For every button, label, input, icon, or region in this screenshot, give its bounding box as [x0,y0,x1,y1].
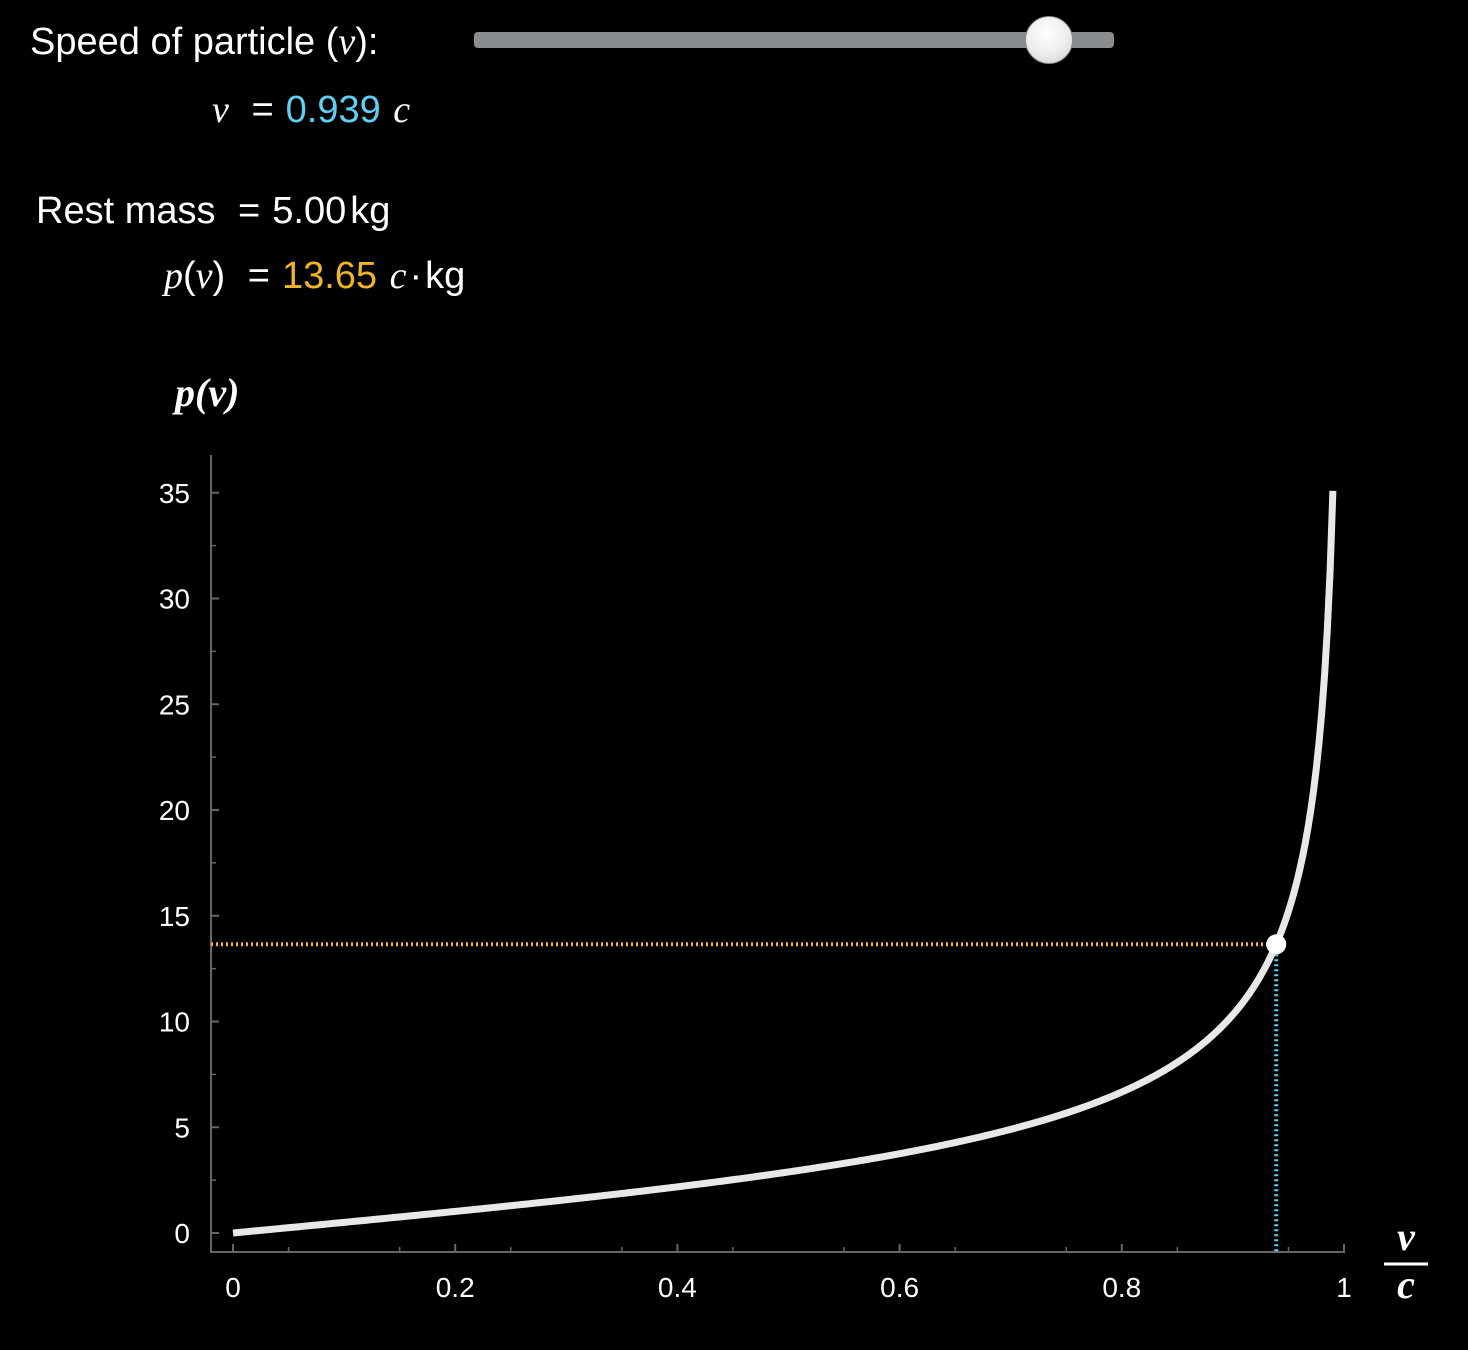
x-tick-label: 0 [225,1272,241,1303]
momentum-var: p [164,255,183,297]
y-axis-label: p(v) [172,370,239,415]
x-tick-label: 1 [1336,1272,1352,1303]
momentum-unit-kg: kg [425,255,466,297]
speed-value: 0.939 [285,89,381,131]
momentum-value: 13.65 [281,255,378,297]
momentum-arg: v [195,255,213,297]
chart-guides [211,942,1279,1252]
speed-label-end: ): [355,21,379,63]
chart-axes [210,455,1345,1253]
speed-slider-thumb[interactable] [1024,16,1073,64]
rest-mass-equals: = [238,190,261,232]
speed-readout: v = 0.939 c [212,88,410,132]
rest-mass-value: 5.00 [272,190,347,232]
chart-curve-group [232,490,1337,1237]
y-tick-label: 20 [159,795,190,826]
current-point-marker [1266,934,1287,955]
rest-mass-readout: Rest mass = 5.00 kg [36,190,390,233]
x-tick-label: 0.2 [436,1272,475,1303]
momentum-paren-open: ( [183,255,196,297]
momentum-unit-dot: · [409,255,423,297]
x-label-denominator: c [1397,1262,1415,1307]
x-tick-label: 0.4 [658,1272,697,1303]
y-tick-label: 10 [159,1007,190,1038]
speed-readout-var: v [212,89,229,131]
speed-unit: c [393,89,411,131]
speed-slider-track[interactable] [474,32,1114,48]
chart-ticks: 0 5 10 15 20 25 30 35 0 0.2 0.4 0.6 0.8 1 [159,478,1352,1303]
x-axis-label: vc [1384,1214,1428,1307]
x-label-numerator: v [1397,1214,1416,1259]
rest-mass-unit: kg [350,190,391,232]
y-tick-label: 0 [174,1218,190,1249]
speed-readout-equals: = [251,89,274,131]
y-tick-label: 35 [159,478,190,509]
speed-label-text: Speed of particle ( [30,21,339,63]
speed-label-var: v [338,21,356,63]
x-tick-label: 0.8 [1102,1272,1141,1303]
momentum-paren-close: ) [212,255,226,297]
speed-label: Speed of particle (v): [30,20,379,64]
y-tick-label: 30 [159,584,190,615]
y-tick-label: 25 [159,689,190,720]
y-tick-label: 15 [159,901,190,932]
momentum-readout: p(v) = 13.65 c·kg [164,254,465,298]
momentum-unit-c: c [389,255,407,297]
x-tick-label: 0.6 [880,1272,919,1303]
rest-mass-label: Rest mass [36,190,216,232]
momentum-equals: = [247,255,270,297]
momentum-curve [232,490,1337,1237]
y-tick-label: 5 [174,1112,190,1143]
